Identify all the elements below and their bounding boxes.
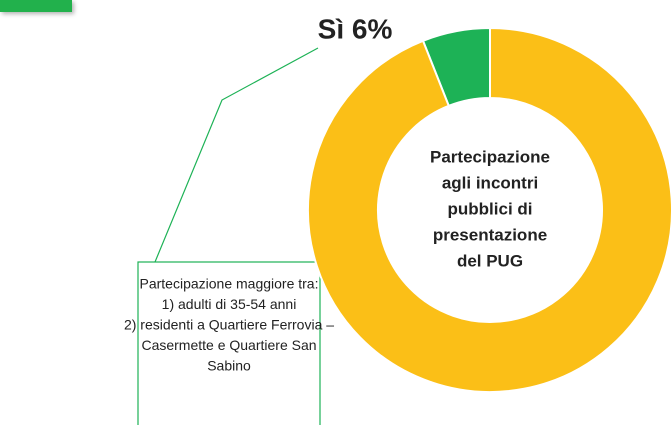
center-text: del PUG: [457, 251, 523, 270]
center-text: Partecipazione: [430, 147, 550, 166]
annotation-text: Partecipazione maggiore tra:: [140, 276, 319, 292]
annotation-box: [137, 261, 321, 425]
annotation-text: 1) adulti di 35-54 anni: [162, 296, 297, 312]
center-text: agli incontri: [442, 173, 538, 192]
center-text: pubblici di: [448, 199, 533, 218]
donut-segment: [307, 26, 672, 393]
leader-line: [154, 47, 319, 263]
decoration-tab: [0, 0, 72, 12]
annotation-text: Casermette e Quartiere San: [141, 337, 316, 353]
data-label: Sì 6%: [318, 13, 393, 44]
center-text: presentazione: [433, 225, 547, 244]
annotation-text: 2) residenti a Quartiere Ferrovia –: [124, 317, 334, 333]
annotation-text: Sabino: [207, 358, 251, 374]
